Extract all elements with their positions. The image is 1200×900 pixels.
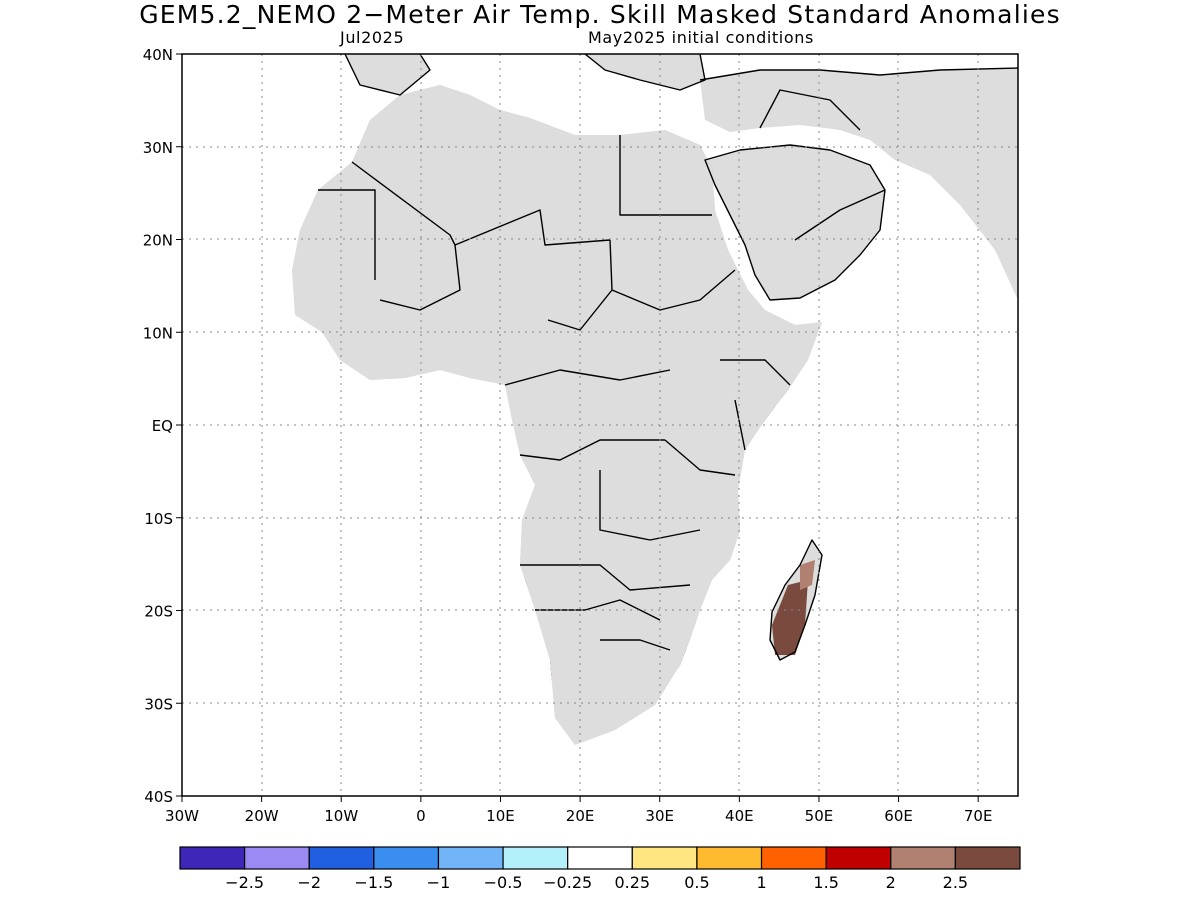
colorbar-swatch (437, 846, 504, 870)
colorbar-label: −2.5 (225, 873, 264, 892)
middle-east-land (705, 145, 885, 300)
lon-tick-label: 20W (245, 807, 279, 825)
colorbar-label: −0.25 (543, 873, 592, 892)
colorbar-swatch (696, 846, 763, 870)
colorbar-label: 2 (886, 873, 896, 892)
colorbar-swatch (954, 846, 1021, 870)
colorbar-label: 2.5 (943, 873, 968, 892)
colorbar-swatch (567, 846, 633, 870)
lon-tick-label: 0 (416, 807, 426, 825)
grid-lines (182, 54, 1018, 796)
initial-conditions-label: May2025 initial conditions (588, 28, 814, 47)
colorbar: −2.5 −2 −1.5 −1 −0.5 −0.25 0.25 0.5 1 1.5 2 2.5 (179, 846, 1021, 892)
lon-tick-label: 20E (566, 807, 595, 825)
lon-tick-label: 70E (964, 807, 993, 825)
colorbar-swatch (760, 846, 827, 870)
lat-tick-label: 30N (143, 139, 173, 157)
colorbar-label: −1.5 (354, 873, 393, 892)
colorbar-swatch (890, 846, 956, 870)
lat-tick-label: 20N (143, 232, 173, 250)
lat-tick-label: 10S (144, 510, 173, 528)
colorbar-label: 0.25 (614, 873, 650, 892)
colorbar-swatch (502, 846, 569, 870)
colorbar-label: 1.5 (813, 873, 838, 892)
colorbar-label: 1 (756, 873, 766, 892)
colorbar-swatch (825, 846, 892, 870)
lon-tick-label: 10E (486, 807, 515, 825)
valid-month-label: Jul2025 (340, 28, 405, 47)
lon-tick-label: 30W (165, 807, 199, 825)
colorbar-label: −2 (297, 873, 321, 892)
lat-tick-label: 40S (144, 788, 173, 806)
colorbar-label: 0.5 (684, 873, 709, 892)
lat-tick-label: 10N (143, 324, 173, 342)
lon-tick-label: 10W (324, 807, 358, 825)
colorbar-label: −1 (427, 873, 451, 892)
colorbar-swatch (308, 846, 375, 870)
lat-tick-label: EQ (152, 417, 173, 435)
lon-tick-label: 60E (884, 807, 913, 825)
madagascar-anomaly (772, 560, 815, 655)
lat-tick-label: 20S (144, 603, 173, 621)
lon-tick-label: 30E (645, 807, 674, 825)
longitude-axis: 30W 20W 10W 0 10E 20E 30E 40E 50E 60E 70E (165, 796, 992, 825)
colorbar-swatch (631, 846, 698, 870)
map-title: GEM5.2_NEMO 2−Meter Air Temp. Skill Mask… (139, 0, 1061, 29)
colorbar-swatch (373, 846, 440, 870)
latitude-axis: 40N 30N 20N 10N EQ 10S 20S 30S 40S (143, 46, 182, 806)
europe-land (345, 54, 705, 95)
coastlines-and-borders (291, 54, 1018, 746)
near-east-land (700, 68, 1018, 300)
colorbar-swatch (244, 846, 310, 870)
colorbar-swatch (179, 846, 246, 870)
lat-tick-label: 40N (143, 46, 173, 64)
lat-tick-label: 30S (144, 695, 173, 713)
lon-tick-label: 50E (805, 807, 834, 825)
lon-tick-label: 40E (725, 807, 754, 825)
colorbar-label: −0.5 (484, 873, 523, 892)
